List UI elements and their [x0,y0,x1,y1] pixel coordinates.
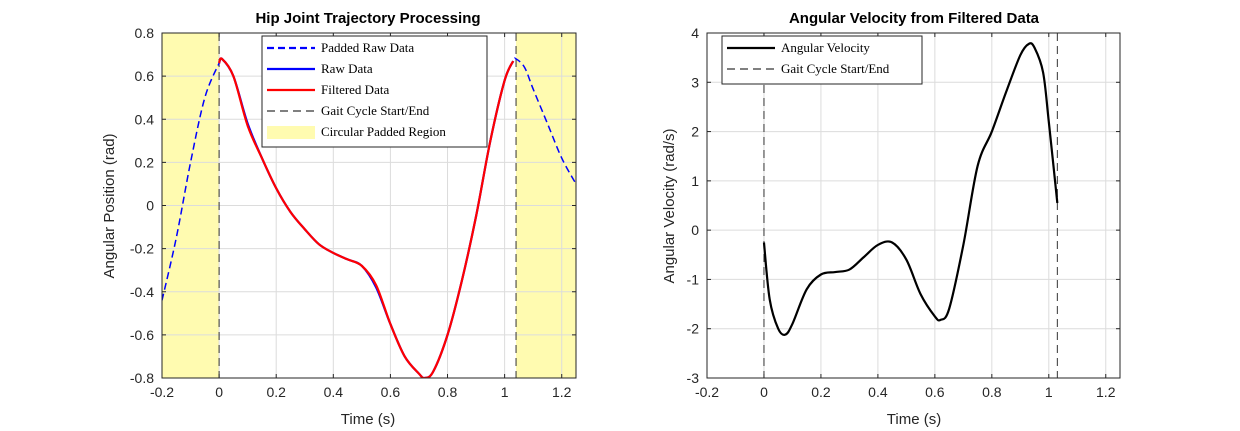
x-tick-labels: -0.2 0 0.2 0.4 0.6 0.8 1 1.2 [150,384,572,400]
axes-frame [706,32,1121,379]
y-tick-label: 2 [691,124,699,140]
x-tick-label: 0 [760,384,768,400]
y-tick-label: -0.2 [130,241,154,257]
legend-box [721,35,923,85]
y-tick-label: 0.6 [135,68,155,84]
x-tick-label: 0.6 [381,384,401,400]
y-tick-labels: -3 -2 -1 0 1 2 3 4 [687,25,700,386]
x-tick-label: -0.2 [695,384,719,400]
x-tick-label: 0.4 [868,384,888,400]
legend-item-raw-data: Raw Data [267,61,373,76]
gait-cycle-lines [763,33,1058,378]
x-axis-label: Time (s) [341,411,395,428]
y-tick-label: -1 [687,271,700,287]
y-tick-label: 0 [691,222,699,238]
legend-label: Gait Cycle Start/End [781,61,890,76]
y-tick-label: 4 [691,25,699,41]
y-tick-label: -0.6 [130,327,154,343]
y-tick-label: 0.4 [135,111,155,127]
y-tick-label: 3 [691,74,699,90]
legend: Angular Velocity Gait Cycle Start/End [721,35,923,85]
y-tick-label: -3 [687,370,700,386]
y-tick-label: 0 [146,198,154,214]
legend-label: Padded Raw Data [321,40,414,55]
y-tick-label: 1 [691,173,699,189]
x-tick-labels: -0.2 0 0.2 0.4 0.6 0.8 1 1.2 [695,384,1116,400]
y-tick-label: 0.8 [135,25,155,41]
series-lines [162,56,576,378]
series-line-filtered-data [218,57,515,378]
legend-label: Filtered Data [321,82,389,97]
x-tick-label: 1 [501,384,509,400]
series-lines [762,42,1059,336]
x-tick-label: 0.4 [324,384,344,400]
legend-item-filtered-data: Filtered Data [267,82,389,97]
legend-item-angular-velocity: Angular Velocity [727,40,870,55]
gait-cycle-lines [218,33,517,378]
legend-item-padded-raw-data: Padded Raw Data [267,40,414,55]
y-axis-label: Angular Position (rad) [101,133,118,278]
legend-item-circular-padded-region: Circular Padded Region [267,124,446,139]
x-tick-label: 1.2 [1096,384,1116,400]
y-tick-label: -0.4 [130,284,154,300]
y-tick-label: -0.8 [130,370,154,386]
y-tick-labels: -0.8 -0.6 -0.4 -0.2 0 0.2 0.4 0.6 0.8 [130,25,154,386]
legend-item-gait-cycle-start-end: Gait Cycle Start/End [727,61,890,76]
plot-background [707,33,1120,378]
x-tick-label: 0.8 [438,384,458,400]
chart-title: Angular Velocity from Filtered Data [789,10,1040,27]
x-tick-label: 0.2 [266,384,286,400]
chart-angular-velocity: -0.2 0 0.2 0.4 0.6 0.8 1 1.2 -3 -2 -1 0 1 2 3 4 Angula… [661,10,1121,428]
x-axis-label: Time (s) [887,411,941,428]
legend-label: Raw Data [321,61,373,76]
chart-title: Hip Joint Trajectory Processing [255,10,480,27]
x-tick-label: 1 [1045,384,1053,400]
chart-hip-trajectory: -0.2 0 0.2 0.4 0.6 0.8 1 1.2 -0.8 -0.6 -0.4 -0.2 0 0… [101,10,577,428]
series-line-angular-velocity [762,42,1059,336]
plot-area [707,33,1120,378]
legend-label: Gait Cycle Start/End [321,103,430,118]
legend-item-gait-cycle-start-end: Gait Cycle Start/End [267,103,430,118]
x-tick-label: 0.6 [925,384,945,400]
legend: Padded Raw Data Raw Data Filtered Data Gait… [261,35,488,148]
x-tick-label: 1.2 [552,384,572,400]
y-tick-label: -2 [687,321,700,337]
y-tick-label: 0.2 [135,154,155,170]
legend-swatch [267,126,315,139]
x-tick-label: 0.2 [811,384,831,400]
legend-label: Angular Velocity [781,40,870,55]
y-axis-label: Angular Velocity (rad/s) [661,128,678,283]
x-tick-label: 0 [215,384,223,400]
x-tick-label: -0.2 [150,384,174,400]
axes-box [706,32,1121,379]
legend-label: Circular Padded Region [321,124,446,139]
x-tick-label: 0.8 [982,384,1002,400]
